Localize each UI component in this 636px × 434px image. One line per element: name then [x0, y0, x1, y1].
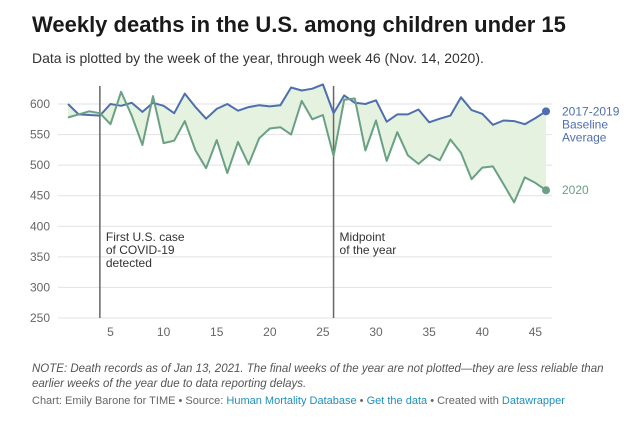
x-tick-label: 45 [529, 325, 543, 339]
y-tick-label: 500 [30, 158, 50, 172]
end-marker-2020 [542, 186, 550, 195]
annotation-text: of the year [340, 243, 397, 257]
annotation-text: of COVID-19 [106, 243, 175, 257]
chart-subtitle: Data is plotted by the week of the year,… [32, 50, 484, 66]
x-tick-label: 10 [157, 325, 171, 339]
x-tick-label: 25 [316, 325, 330, 339]
y-tick-label: 600 [30, 97, 50, 111]
baseline-series-label: Average [562, 130, 607, 144]
x-tick-label: 40 [476, 325, 490, 339]
gap-shaded-area [68, 84, 546, 203]
line-2020[interactable] [67, 90, 547, 204]
chart-credits: Chart: Emily Barone for TIME • Source: H… [32, 395, 565, 407]
get-data-link[interactable]: Get the data [366, 395, 428, 407]
baseline-end-marker [542, 107, 550, 116]
y-tick-label: 450 [30, 189, 50, 203]
annotation-text: First U.S. case [106, 230, 185, 244]
y-tick-label: 350 [30, 250, 50, 264]
chart-title: Weekly deaths in the U.S. among children… [32, 12, 566, 37]
x-tick-label: 5 [107, 325, 114, 339]
credits-prefix: Chart: Emily Barone for TIME • Source: [32, 395, 227, 407]
chart-note: NOTE: Death records as of Jan 13, 2021. … [32, 363, 604, 390]
annotation-text: detected [106, 256, 152, 270]
series-label-2020: 2020 [562, 183, 589, 197]
chart-area: 250 300 350 400 450 500 550 600 5 10 15 20 25 30 35 40 4… [30, 83, 620, 339]
credits-created-with: • Created with [427, 395, 502, 407]
x-tick-label: 15 [210, 325, 224, 339]
datawrapper-link[interactable]: Datawrapper [501, 395, 565, 407]
x-tick-label: 30 [369, 325, 383, 339]
y-tick-label: 550 [30, 128, 50, 142]
baseline-series-label: 2017-2019 [562, 104, 620, 118]
source-link[interactable]: Human Mortality Database [226, 395, 357, 407]
x-tick-label: 35 [422, 325, 436, 339]
baseline-series-label: Baseline [562, 117, 608, 131]
y-tick-label: 400 [30, 219, 50, 233]
x-tick-label: 20 [263, 325, 277, 339]
baseline-line[interactable] [67, 83, 547, 126]
annotation-text: Midpoint [340, 230, 386, 244]
credits-separator: • [356, 395, 367, 407]
y-tick-label: 300 [30, 280, 50, 294]
y-tick-label: 250 [30, 311, 50, 325]
